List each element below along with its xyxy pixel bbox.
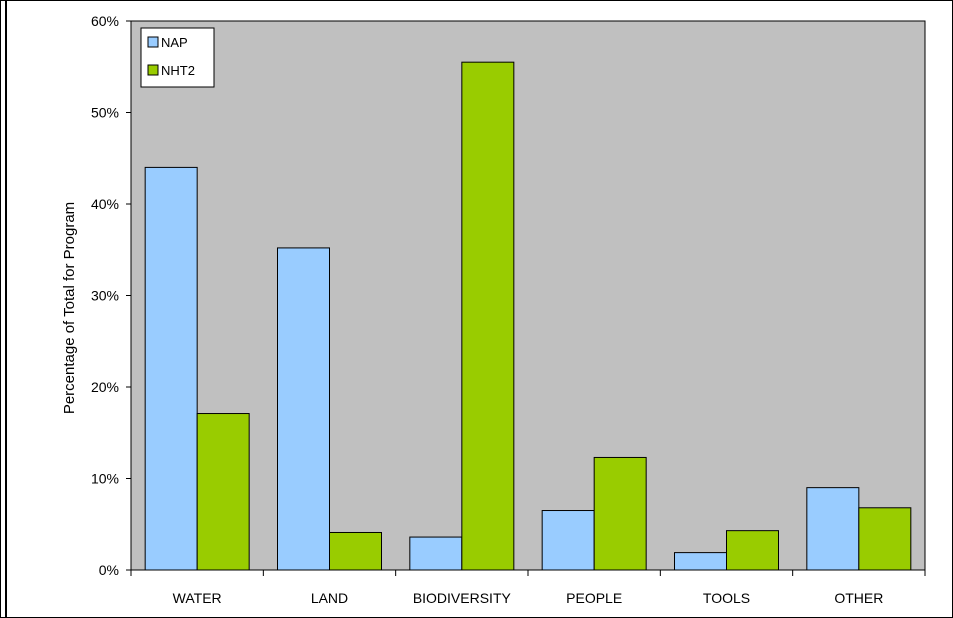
y-tick-label: 60% bbox=[91, 13, 119, 29]
x-tick-label-water: WATER bbox=[173, 590, 222, 606]
y-tick-labels: 0% 10% 20% 30% 40% 50% 60% bbox=[91, 13, 119, 578]
bar-nht2-tools bbox=[726, 530, 779, 571]
bar-nht2-biodiversity bbox=[461, 61, 515, 571]
x-tick-label-tools: TOOLS bbox=[703, 590, 750, 606]
legend-swatch-nht2 bbox=[147, 64, 159, 76]
left-border-bar bbox=[5, 0, 7, 618]
axes-group bbox=[126, 20, 926, 576]
y-tick-label: 40% bbox=[91, 196, 119, 212]
x-tick-label-biodiversity: BIODIVERSITY bbox=[413, 590, 512, 606]
x-tick-labels: WATER LAND BIODIVERSITY PEOPLE TOOLS OTHER bbox=[173, 590, 884, 606]
bar-nap-land bbox=[277, 247, 330, 571]
bars-group bbox=[144, 61, 912, 571]
bar-nap-water bbox=[144, 166, 198, 571]
bar-nht2-water bbox=[196, 413, 250, 571]
legend-label-nap: NAP bbox=[161, 35, 188, 50]
y-tick-label: 30% bbox=[91, 288, 119, 304]
bar-nap-tools bbox=[674, 552, 727, 571]
x-tick-label-people: PEOPLE bbox=[566, 590, 622, 606]
bar-nht2-land bbox=[329, 531, 382, 571]
y-tick-label: 20% bbox=[91, 379, 119, 395]
bar-nht2-other bbox=[858, 507, 912, 571]
y-tick-label: 0% bbox=[99, 562, 119, 578]
bar-nap-biodiversity bbox=[409, 536, 463, 571]
legend-swatch-nap bbox=[147, 36, 159, 48]
bar-nap-other bbox=[806, 487, 860, 571]
y-tick-label: 10% bbox=[91, 471, 119, 487]
y-axis-label: Percentage of Total for Program bbox=[61, 202, 78, 414]
bar-nap-people bbox=[541, 510, 595, 571]
legend-label-nht2: NHT2 bbox=[161, 63, 195, 78]
x-tick-label-land: LAND bbox=[311, 590, 348, 606]
legend: NAP NHT2 bbox=[140, 27, 215, 88]
y-tick-label: 50% bbox=[91, 105, 119, 121]
x-tick-label-other: OTHER bbox=[834, 590, 883, 606]
bar-nht2-people bbox=[593, 456, 647, 571]
plot-area bbox=[130, 20, 926, 571]
